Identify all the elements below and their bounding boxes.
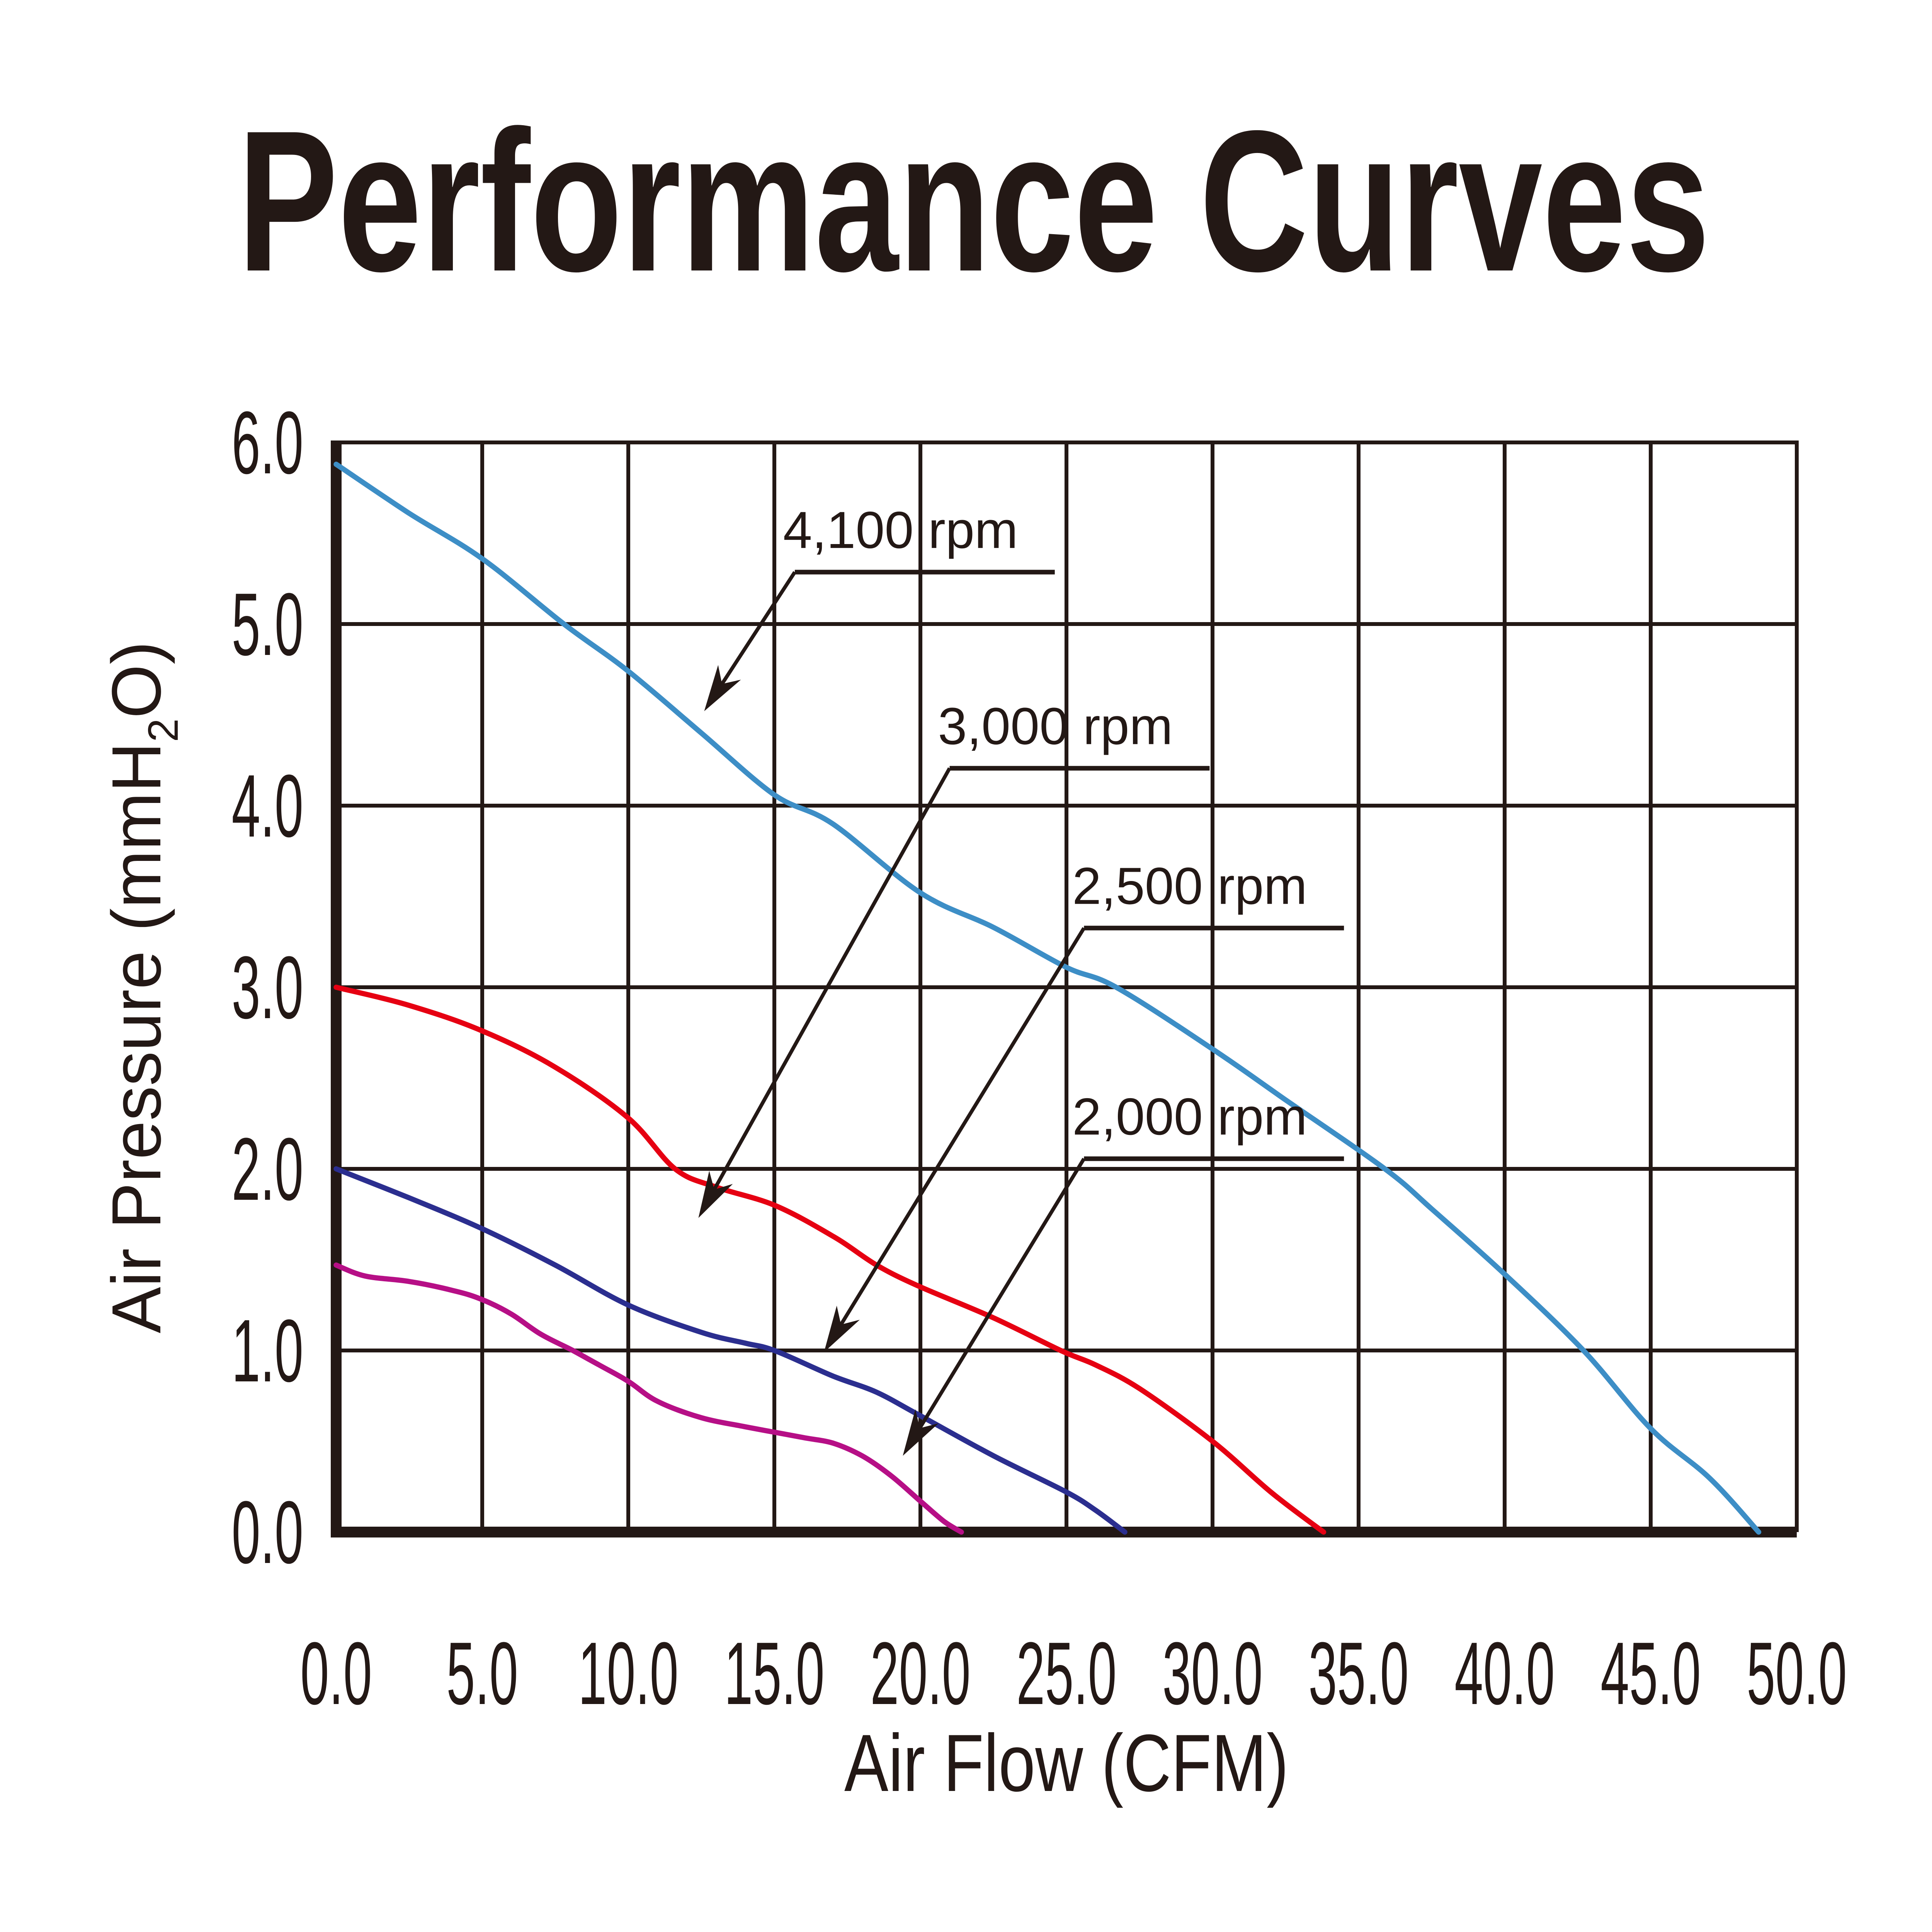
annotation-label: 4,100 rpm bbox=[783, 501, 1018, 559]
curve-4-100-rpm bbox=[333, 461, 1762, 1535]
y-axis-title-text-part: Air Pressure (mmH bbox=[98, 742, 175, 1333]
annotation-3-000-rpm: 3,000 rpm bbox=[698, 697, 1210, 1218]
y-tick-label: 5.0 bbox=[232, 575, 304, 674]
annotation-label: 3,000 rpm bbox=[938, 697, 1173, 755]
y-tick-labels: 0.0 1.0 2.0 3.0 4.0 5.0 6.0 bbox=[232, 393, 304, 1582]
y-axis-title-text: Air Pressure (mmH2O) bbox=[98, 641, 187, 1333]
annotation-arrowhead-icon bbox=[903, 1409, 939, 1456]
x-tick-label: 10.0 bbox=[578, 1624, 679, 1723]
y-tick-label: 1.0 bbox=[232, 1301, 304, 1400]
grid-lines bbox=[330, 440, 1799, 1537]
annotation-leader-line bbox=[915, 1158, 1086, 1434]
annotations: 4,100 rpm 3,000 rpm 2,500 rpm 2,000 rpm bbox=[698, 501, 1344, 1456]
x-tick-label: 20.0 bbox=[870, 1624, 971, 1723]
curve-2-500-rpm bbox=[333, 1166, 1128, 1535]
annotation-2-000-rpm: 2,000 rpm bbox=[903, 1087, 1344, 1456]
annotation-arrowhead-icon bbox=[704, 665, 741, 711]
annotation-leader-line bbox=[710, 767, 951, 1196]
y-tick-label: 3.0 bbox=[232, 938, 304, 1037]
x-tick-label: 15.0 bbox=[724, 1624, 825, 1723]
x-tick-label: 30.0 bbox=[1162, 1624, 1263, 1723]
y-axis-title-text-part: O) bbox=[98, 641, 175, 718]
x-tick-label: 50.0 bbox=[1747, 1624, 1847, 1723]
x-tick-labels: 0.0 5.0 10.0 15.0 20.0 25.0 30.0 35.0 40.0 45.0 50… bbox=[300, 1624, 1847, 1723]
annotation-arrowhead-icon bbox=[698, 1171, 733, 1218]
x-tick-label: 0.0 bbox=[300, 1624, 372, 1723]
chart-title: Performance Curves bbox=[238, 89, 1710, 313]
annotation-2-500-rpm: 2,500 rpm bbox=[824, 857, 1344, 1352]
annotation-leader-line bbox=[717, 571, 796, 690]
y-tick-label: 6.0 bbox=[232, 393, 304, 492]
x-tick-label: 40.0 bbox=[1454, 1624, 1555, 1723]
y-axis-title-subscript: 2 bbox=[139, 718, 187, 742]
annotation-label: 2,000 rpm bbox=[1072, 1087, 1307, 1146]
x-tick-label: 5.0 bbox=[446, 1624, 518, 1723]
curve-3-000-rpm bbox=[333, 985, 1327, 1535]
x-axis-title: Air Flow (CFM) bbox=[844, 1718, 1289, 1808]
x-tick-label: 35.0 bbox=[1308, 1624, 1409, 1723]
y-tick-label: 0.0 bbox=[232, 1483, 304, 1582]
y-axis-title: Air Pressure (mmH2O) bbox=[98, 641, 187, 1333]
y-tick-label: 2.0 bbox=[232, 1119, 304, 1219]
x-tick-label: 25.0 bbox=[1016, 1624, 1117, 1723]
curves bbox=[333, 461, 1762, 1535]
curve-2-000-rpm bbox=[333, 1262, 964, 1535]
x-tick-label: 45.0 bbox=[1600, 1624, 1701, 1723]
annotation-leader-line bbox=[837, 927, 1086, 1330]
y-tick-label: 4.0 bbox=[232, 756, 304, 855]
annotation-4-100-rpm: 4,100 rpm bbox=[704, 501, 1055, 711]
annotation-label: 2,500 rpm bbox=[1072, 857, 1307, 915]
annotation-arrowhead-icon bbox=[824, 1306, 860, 1352]
